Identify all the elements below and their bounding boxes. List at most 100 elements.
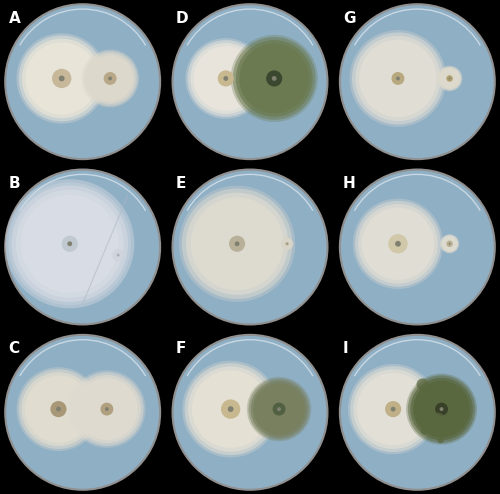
Circle shape — [431, 418, 442, 429]
Circle shape — [234, 242, 240, 246]
Circle shape — [442, 236, 458, 251]
Text: I: I — [343, 341, 348, 356]
Circle shape — [248, 378, 310, 440]
Circle shape — [440, 234, 460, 253]
Circle shape — [413, 381, 470, 438]
Circle shape — [5, 179, 134, 308]
Circle shape — [390, 407, 396, 412]
Circle shape — [81, 49, 139, 108]
Circle shape — [218, 70, 234, 86]
Circle shape — [10, 340, 156, 485]
Circle shape — [62, 236, 78, 252]
Circle shape — [340, 335, 495, 490]
Circle shape — [356, 36, 440, 121]
Circle shape — [340, 4, 495, 159]
Circle shape — [436, 66, 462, 91]
Circle shape — [179, 186, 295, 302]
Circle shape — [426, 393, 431, 398]
Circle shape — [70, 372, 144, 446]
Circle shape — [82, 51, 138, 106]
Circle shape — [240, 43, 309, 113]
Text: F: F — [176, 341, 186, 356]
Circle shape — [100, 403, 114, 415]
Circle shape — [233, 37, 316, 120]
Circle shape — [25, 375, 92, 443]
Circle shape — [286, 243, 288, 244]
Circle shape — [344, 9, 490, 154]
Circle shape — [447, 424, 458, 435]
Circle shape — [286, 242, 288, 246]
Text: E: E — [176, 176, 186, 191]
Circle shape — [16, 33, 107, 124]
Circle shape — [84, 53, 136, 104]
Circle shape — [87, 55, 134, 102]
Circle shape — [280, 237, 293, 250]
Circle shape — [104, 72, 117, 85]
Circle shape — [186, 38, 266, 119]
Circle shape — [108, 77, 112, 81]
Circle shape — [112, 249, 124, 261]
Circle shape — [178, 9, 322, 154]
Circle shape — [408, 375, 476, 443]
Text: B: B — [8, 176, 20, 191]
Circle shape — [12, 186, 128, 302]
Circle shape — [392, 72, 404, 85]
Circle shape — [250, 381, 308, 438]
Circle shape — [172, 4, 328, 159]
Circle shape — [22, 372, 96, 446]
Circle shape — [344, 340, 490, 485]
Circle shape — [19, 36, 104, 122]
Circle shape — [438, 66, 462, 91]
Circle shape — [446, 75, 453, 82]
Circle shape — [178, 340, 322, 485]
Circle shape — [357, 373, 430, 445]
Circle shape — [8, 182, 131, 305]
Circle shape — [352, 33, 444, 124]
Circle shape — [359, 40, 436, 117]
Circle shape — [282, 238, 293, 249]
Circle shape — [22, 39, 102, 118]
Circle shape — [272, 76, 276, 81]
Circle shape — [410, 378, 473, 440]
Circle shape — [76, 378, 138, 440]
Circle shape — [438, 422, 450, 433]
Circle shape — [228, 406, 234, 412]
Circle shape — [5, 335, 160, 490]
Circle shape — [190, 43, 262, 114]
Circle shape — [192, 370, 270, 448]
Circle shape — [440, 407, 444, 411]
Circle shape — [438, 437, 444, 444]
Circle shape — [113, 250, 124, 260]
Circle shape — [441, 235, 458, 252]
Circle shape — [344, 174, 490, 320]
Circle shape — [253, 383, 305, 435]
Circle shape — [452, 392, 458, 398]
Text: D: D — [176, 11, 188, 26]
Circle shape — [26, 42, 98, 115]
Circle shape — [266, 70, 282, 86]
Circle shape — [172, 169, 328, 325]
Circle shape — [282, 239, 292, 249]
Circle shape — [178, 174, 322, 320]
Circle shape — [385, 401, 401, 417]
Circle shape — [172, 335, 328, 490]
Circle shape — [182, 361, 279, 457]
Circle shape — [340, 169, 495, 325]
Circle shape — [281, 238, 293, 250]
Circle shape — [406, 373, 477, 445]
Circle shape — [10, 9, 156, 154]
Circle shape — [105, 407, 109, 411]
Circle shape — [350, 366, 436, 452]
Circle shape — [194, 46, 258, 111]
Circle shape — [446, 241, 453, 247]
Circle shape — [432, 412, 444, 425]
Circle shape — [188, 367, 273, 452]
Circle shape — [20, 195, 119, 293]
Circle shape — [190, 197, 284, 290]
Circle shape — [16, 367, 100, 451]
Circle shape — [438, 67, 461, 90]
Circle shape — [230, 35, 318, 122]
Circle shape — [16, 190, 124, 298]
Circle shape — [440, 418, 448, 425]
Text: C: C — [8, 341, 20, 356]
